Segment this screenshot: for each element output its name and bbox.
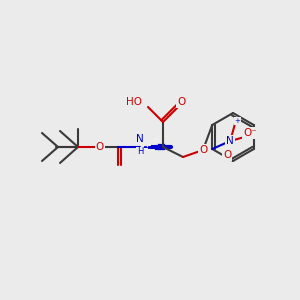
Text: N: N [226,136,234,146]
Text: O: O [199,145,207,155]
Text: O: O [177,97,185,107]
Text: N: N [136,134,144,144]
Text: HO: HO [126,97,142,107]
Text: +: + [234,118,240,124]
Text: H: H [137,148,143,157]
Text: O: O [96,142,104,152]
Text: O: O [223,150,231,160]
Text: O⁻: O⁻ [243,128,257,138]
